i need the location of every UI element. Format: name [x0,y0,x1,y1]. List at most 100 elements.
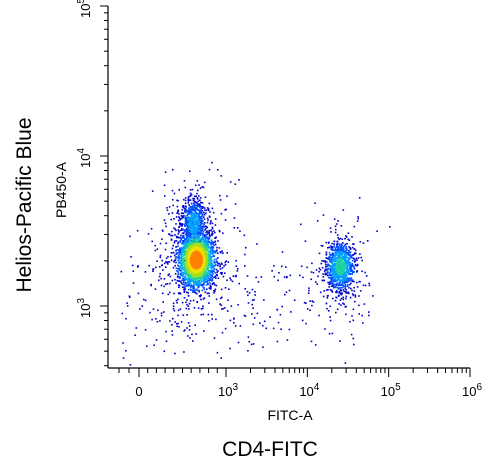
event-dot [345,235,347,237]
event-dot [222,275,225,278]
event-dot [331,257,333,260]
event-dot [200,207,202,210]
event-dot [329,319,332,322]
event-dot [168,273,170,275]
event-dot [194,201,196,203]
event-dot [253,317,256,319]
event-dot [147,233,150,235]
event-dot [180,242,183,245]
event-dot [331,272,334,275]
event-dot [209,235,211,237]
event-dot [346,249,348,251]
event-dot [180,215,183,217]
event-dot [197,189,199,192]
event-dot [178,231,180,233]
event-dot [184,288,187,290]
event-dot [225,260,227,262]
event-dot [207,237,210,239]
event-dot [215,260,218,262]
event-dot [211,207,214,210]
event-dot [246,275,249,277]
event-dot [194,253,197,255]
event-dot [141,305,144,307]
event-dot [182,234,185,237]
event-dot [184,261,187,263]
event-dot [361,270,363,273]
event-dot [201,280,203,283]
event-dot [191,203,193,205]
event-dot [337,252,339,254]
event-dot [195,280,197,282]
event-dot [338,290,341,293]
event-dot [230,279,232,281]
event-dot [337,278,339,281]
event-dot [194,254,196,256]
event-dot [335,296,338,299]
event-dot [187,274,190,277]
event-dot [179,308,182,310]
event-dot [329,260,331,263]
event-dot [186,210,189,213]
event-dot [206,265,209,267]
event-dot [348,292,350,295]
event-dot [332,256,334,259]
event-dot [208,235,211,238]
event-dot [345,275,348,277]
event-dot [190,246,192,249]
event-dot [341,261,344,263]
event-dot [248,341,251,343]
event-dot [213,259,216,261]
event-dot [333,271,336,274]
event-dot [154,249,157,252]
event-dot [210,264,212,267]
event-dot [357,217,359,220]
event-dot [300,265,303,268]
event-dot [181,301,184,304]
event-dot [337,236,339,239]
event-dot [354,249,357,252]
event-dot [204,277,207,280]
event-dot [198,267,201,270]
event-dot [179,219,181,221]
event-dot [217,257,219,259]
event-dot [343,252,345,255]
event-dot [331,261,334,263]
event-dot [186,299,188,301]
event-dot [213,292,215,294]
event-dot [192,299,195,302]
event-dot [200,298,202,301]
event-dot [201,210,204,212]
event-dot [188,262,190,264]
event-dot [257,281,260,283]
event-dot [331,291,334,293]
event-dot [176,253,178,255]
event-dot [340,243,343,245]
event-dot [195,333,197,335]
event-dot [190,210,193,212]
event-dot [129,235,131,238]
event-dot [125,317,127,320]
event-dot [173,227,175,229]
event-dot [178,249,180,251]
event-dot [358,313,360,315]
event-dot [162,301,164,303]
event-dot [216,246,218,249]
event-dot [207,256,210,258]
event-dot [329,289,332,291]
event-dot [346,285,349,287]
event-dot [193,207,195,209]
event-dot [200,230,202,232]
event-dot [279,313,282,316]
event-dot [201,202,204,204]
event-dot [342,286,344,289]
event-dot [224,209,226,211]
event-dot [198,219,201,221]
event-dot [309,309,311,312]
event-dot [349,296,352,299]
event-dot [196,289,199,292]
event-dot [340,297,343,300]
event-dot [237,268,239,270]
event-dot [347,284,349,286]
event-dot [233,217,236,219]
event-dot [202,206,204,208]
